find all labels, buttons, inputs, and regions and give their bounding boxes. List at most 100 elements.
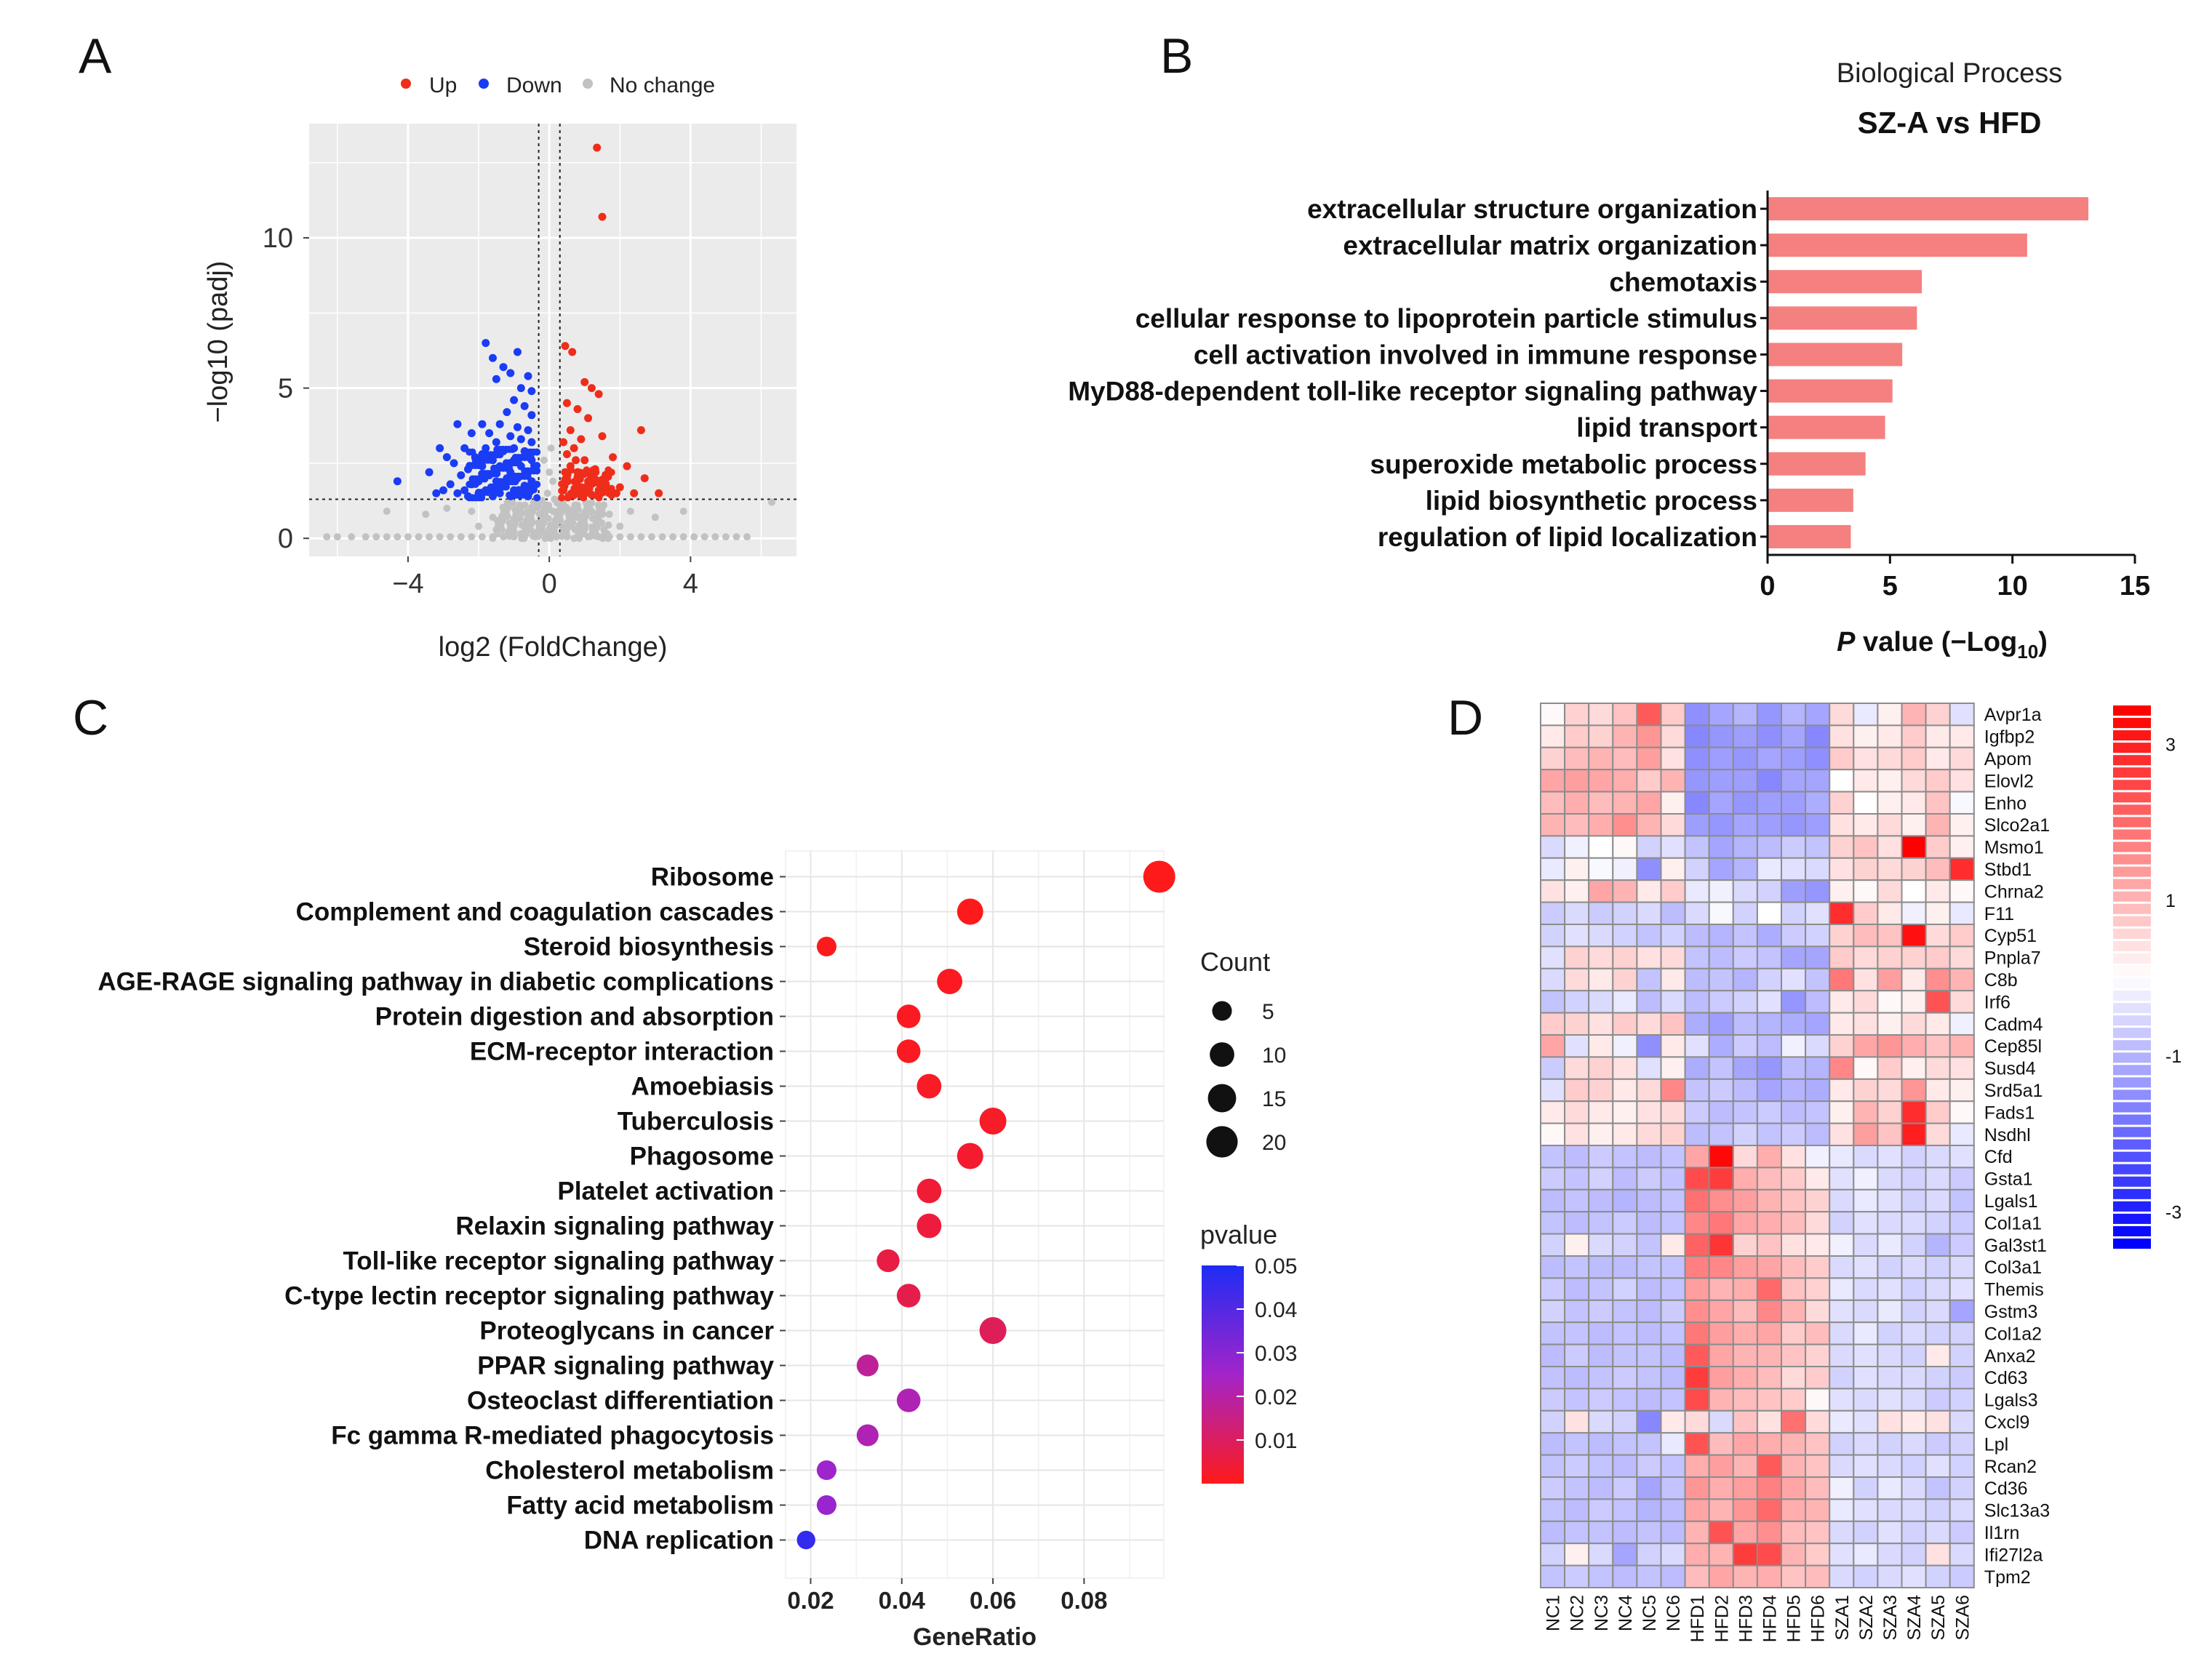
heatmap-cell: [1684, 1343, 1710, 1367]
heatmap-cell: [1949, 901, 1975, 925]
heatmap-cell: [1877, 1476, 1903, 1500]
heatmap-cell: [1588, 857, 1614, 881]
heatmap-cell: [1684, 879, 1710, 903]
heatmap-cell: [1877, 1056, 1903, 1080]
heatmap-cell: [1781, 1409, 1807, 1434]
heatmap-cell: [1564, 1012, 1590, 1036]
heatmap-cell: [1949, 1299, 1975, 1324]
heatmap-cell: [1756, 1366, 1782, 1390]
heatmap-cell: [1732, 1277, 1758, 1301]
heatmap-cell: [1660, 857, 1686, 881]
heatmap-row-label: Elovl2: [1984, 771, 2034, 791]
volcano-down-point: [485, 471, 494, 479]
heatmap-cell: [1564, 1432, 1590, 1456]
volcano-down-point: [520, 401, 529, 410]
volcano-down-point: [527, 456, 536, 465]
heatmap-cell: [1829, 945, 1855, 969]
volcano-up-point: [598, 432, 607, 441]
heatmap-cell: [1564, 791, 1590, 815]
heatmap-cell: [1660, 990, 1686, 1014]
heatmap-cell: [1853, 703, 1879, 727]
heatmap-cell: [1708, 1100, 1734, 1124]
kegg-category-label: Fatty acid metabolism: [506, 1492, 774, 1520]
heatmap-cell: [1925, 1409, 1951, 1434]
heatmap-cell: [1901, 1078, 1927, 1103]
heatmap-cell: [1708, 1078, 1734, 1103]
heatmap-cell: [1853, 1012, 1879, 1036]
colorbar-segment: [2113, 767, 2151, 778]
volcano-nochange-point: [543, 489, 551, 497]
volcano-down-point: [492, 438, 500, 447]
heatmap-row-label: Pnpla7: [1984, 948, 2041, 969]
colorbar-segment: [2113, 978, 2151, 989]
heatmap-cell: [1684, 990, 1710, 1014]
heatmap-cell: [1732, 1056, 1758, 1080]
volcano-down-point: [524, 492, 532, 500]
heatmap-cell: [1853, 967, 1879, 992]
heatmap-cell: [1925, 879, 1951, 903]
heatmap-cell: [1684, 769, 1710, 793]
volcano-up-point: [568, 348, 577, 356]
volcano-nochange-point: [510, 522, 518, 530]
heatmap-cell: [1588, 791, 1614, 815]
heatmap-column-label: SZA1: [1832, 1595, 1853, 1641]
heatmap-cell: [1853, 1520, 1879, 1545]
heatmap-cell: [1949, 924, 1975, 948]
legend-nochange-marker: [583, 79, 593, 89]
volcano-down-point: [492, 375, 500, 383]
heatmap-cell: [1829, 1277, 1855, 1301]
heatmap-cell: [1540, 879, 1566, 903]
volcano-up-point: [562, 450, 571, 459]
colorbar-segment: [2113, 1065, 2151, 1076]
volcano-nochange-point: [426, 533, 434, 541]
heatmap-cell: [1636, 1122, 1662, 1146]
heatmap-cell: [1853, 901, 1879, 925]
go-x-axis-label-text: value (−Log: [1856, 627, 2018, 657]
volcano-up-point: [559, 438, 568, 447]
heatmap-colorbar: 3 1 -1 -3: [2113, 705, 2181, 1249]
heatmap-cell: [1708, 1233, 1734, 1257]
heatmap-cell: [1732, 1343, 1758, 1367]
heatmap-row-label: Col1a1: [1984, 1213, 2042, 1233]
heatmap-cell: [1829, 1188, 1855, 1213]
heatmap-cell: [1877, 1321, 1903, 1345]
heatmap-cell: [1901, 1366, 1927, 1390]
heatmap-cell: [1708, 1498, 1734, 1522]
heatmap-cell: [1925, 1056, 1951, 1080]
heatmap-cell: [1877, 990, 1903, 1014]
kegg-category-label: AGE-RAGE signaling pathway in diabetic c…: [97, 968, 774, 996]
volcano-down-point: [513, 348, 522, 356]
heatmap-cell: [1732, 967, 1758, 992]
heatmap-cell: [1781, 1520, 1807, 1545]
heatmap-cell: [1612, 769, 1638, 793]
kegg-panel-background: [785, 850, 1165, 1579]
volcano-nochange-point: [457, 533, 465, 541]
volcano-down-point: [506, 369, 515, 377]
colorbar-segment: [2113, 879, 2151, 889]
heatmap-cell: [1612, 1343, 1638, 1367]
heatmap-cell: [1901, 924, 1927, 948]
volcano-nochange-point: [559, 530, 567, 538]
heatmap-cell: [1805, 1034, 1831, 1058]
heatmap-cell: [1612, 1122, 1638, 1146]
heatmap-cell: [1708, 769, 1734, 793]
heatmap-cell: [1756, 1078, 1782, 1103]
volcano-down-point: [516, 384, 525, 393]
volcano-down-point: [488, 353, 497, 362]
heatmap-cell: [1829, 879, 1855, 903]
heatmap-cell: [1612, 1167, 1638, 1191]
heatmap-cell: [1540, 1409, 1566, 1434]
volcano-up-point: [602, 471, 610, 479]
heatmap-cell: [1660, 1454, 1686, 1478]
heatmap-cell: [1829, 746, 1855, 771]
heatmap-cell: [1636, 813, 1662, 837]
heatmap-cell: [1708, 1321, 1734, 1345]
kegg-dot: [979, 1317, 1007, 1344]
heatmap-cell: [1588, 1233, 1614, 1257]
heatmap-cell: [1636, 1299, 1662, 1324]
volcano-nochange-point: [503, 504, 511, 512]
heatmap-cell: [1781, 1078, 1807, 1103]
heatmap-cell: [1877, 967, 1903, 992]
heatmap-cell: [1612, 1145, 1638, 1169]
